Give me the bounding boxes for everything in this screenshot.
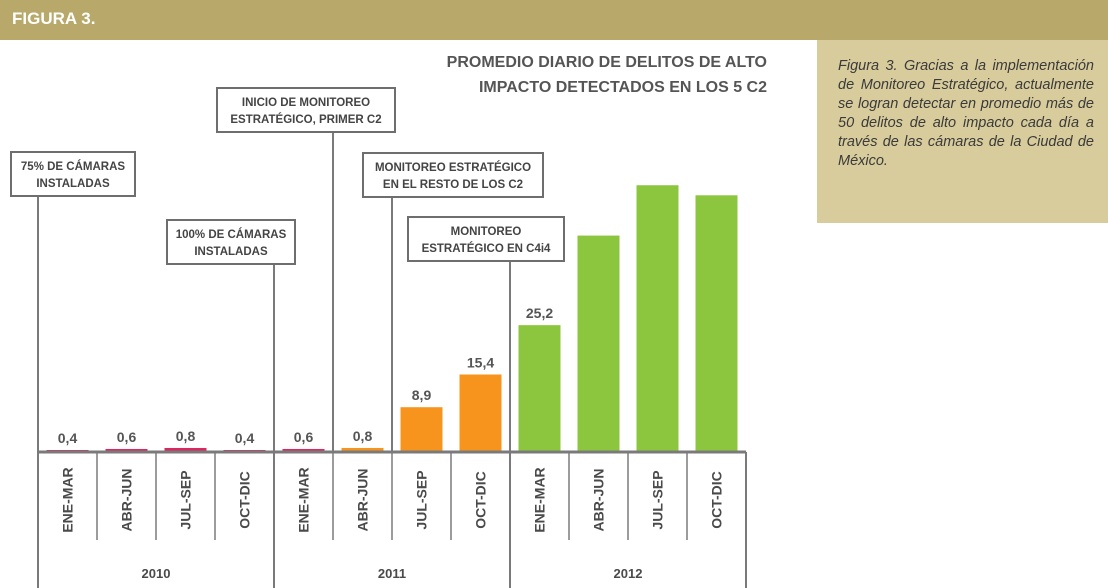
annotation-box-1 (166, 219, 296, 265)
tick-label-3: OCT-DIC (237, 471, 253, 529)
caption-text: Figura 3. Gracias a la implementación de… (838, 58, 1094, 169)
annotation-text-2: ESTRATÉGICO, PRIMER C2 (230, 113, 381, 126)
year-label-1: 2011 (378, 566, 406, 581)
annotation-text-3: EN EL RESTO DE LOS C2 (383, 179, 523, 191)
value-label-1: 0,6 (117, 429, 137, 445)
tick-label-8: ENE-MAR (532, 467, 548, 532)
bar-9 (577, 235, 620, 452)
bar-11 (695, 195, 738, 453)
annotation-text-0: 75% DE CÁMARAS (21, 160, 125, 173)
annotation-text-1: INSTALADAS (194, 246, 268, 258)
bar-1 (105, 448, 148, 452)
bar-8 (518, 325, 561, 452)
tick-label-0: ENE-MAR (60, 467, 76, 532)
annotations-layer: 75% DE CÁMARAS INSTALADAS 100% DE CÁMARAS I… (10, 87, 565, 452)
bar-6 (400, 407, 443, 452)
tick-label-10: JUL-SEP (650, 470, 666, 529)
tick-label-6: JUL-SEP (414, 470, 430, 529)
bar-5 (341, 447, 384, 452)
year-label-0: 2010 (142, 566, 171, 581)
annotation-text-1: 100% DE CÁMARAS (176, 228, 287, 241)
chart-title-line-2: IMPACTO DETECTADOS EN LOS 5 C2 (479, 79, 767, 96)
annotation-text-0: INSTALADAS (36, 178, 110, 190)
bar-4 (282, 448, 325, 452)
bar-2 (164, 447, 207, 452)
tick-label-1: ABR-JUN (119, 469, 135, 532)
annotation-text-4: ESTRATÉGICO EN C4i4 (422, 242, 551, 255)
tick-label-4: ENE-MAR (296, 467, 312, 532)
tick-label-7: OCT-DIC (473, 471, 489, 529)
annotation-box-4 (407, 216, 565, 262)
axis-layer: ENE-MAR ABR-JUN JUL-SEP OCT-DIC ENE-MAR ABR-J… (37, 450, 747, 588)
value-label-8: 25,2 (526, 305, 553, 321)
figure-header-bar: FIGURA 3. (0, 0, 1108, 40)
tick-label-5: ABR-JUN (355, 469, 371, 532)
value-label-3: 0,4 (235, 430, 255, 446)
value-label-2: 0,8 (176, 428, 196, 444)
annotation-box-0 (10, 151, 136, 197)
value-label-6: 8,9 (412, 387, 432, 403)
tick-label-11: OCT-DIC (709, 471, 725, 529)
chart-title-line-1: PROMEDIO DIARIO DE DELITOS DE ALTO (447, 54, 767, 71)
annotation-text-3: MONITOREO ESTRATÉGICO (375, 161, 531, 174)
bar-7 (459, 374, 502, 452)
annotation-text-2: INICIO DE MONITOREO (242, 97, 370, 109)
bars-layer: 0,4 0,6 0,8 0,4 0,6 0,8 8,9 15,4 25,2 (46, 185, 738, 453)
value-label-5: 0,8 (353, 428, 373, 444)
bar-10 (636, 185, 679, 452)
tick-label-2: JUL-SEP (178, 470, 194, 529)
annotation-box-2 (216, 87, 396, 133)
value-label-7: 15,4 (467, 354, 494, 370)
tick-label-9: ABR-JUN (591, 469, 607, 532)
value-label-0: 0,4 (58, 430, 78, 446)
annotation-box-3 (362, 152, 544, 198)
caption-box (817, 40, 1108, 223)
value-label-4: 0,6 (294, 429, 314, 445)
annotation-text-4: MONITOREO (451, 226, 522, 238)
figure-label: FIGURA 3. (12, 9, 96, 28)
year-label-2: 2012 (614, 566, 643, 581)
